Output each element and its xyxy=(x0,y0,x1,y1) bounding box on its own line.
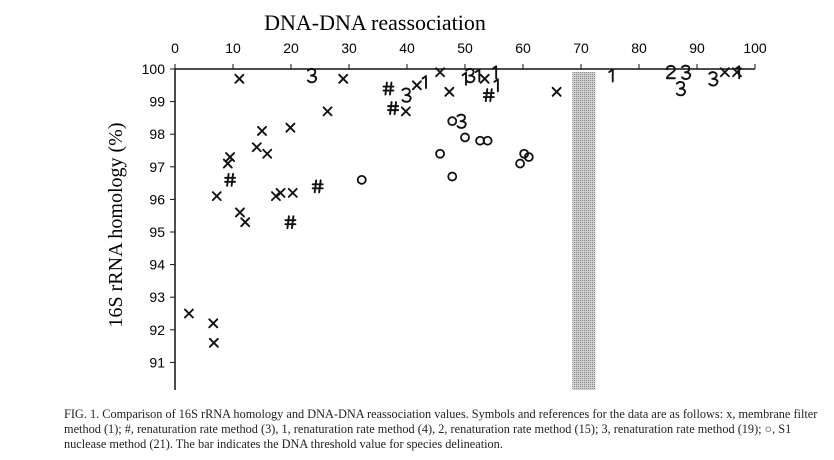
data-point-x xyxy=(444,86,455,97)
x-tick-label: 20 xyxy=(283,40,299,56)
data-point-x xyxy=(435,67,446,78)
data-point-x xyxy=(211,191,222,202)
data-point-circle xyxy=(482,135,493,146)
y-tick-label: 94 xyxy=(149,257,165,273)
y-tick-label: 99 xyxy=(149,94,165,110)
y-tick-label: 95 xyxy=(149,224,165,240)
data-point-x xyxy=(257,125,267,136)
data-point-circle xyxy=(356,174,367,185)
y-tick-label: 97 xyxy=(149,159,165,175)
x-tick-label: 70 xyxy=(573,40,589,56)
data-point-x xyxy=(275,187,286,198)
data-point-2 xyxy=(665,64,676,80)
data-point-x xyxy=(251,142,262,153)
figure-caption: FIG. 1. Comparison of 16S rRNA homology … xyxy=(64,407,818,451)
y-tick-label: 100 xyxy=(142,61,166,77)
chart-title: DNA-DNA reassociation xyxy=(264,10,486,35)
data-point-circle xyxy=(460,132,470,143)
data-point-x xyxy=(240,217,251,228)
x-tick-label: 30 xyxy=(341,40,357,56)
data-point-x xyxy=(322,106,333,117)
threshold-bar xyxy=(572,72,596,390)
data-point-x xyxy=(287,187,298,198)
x-tick-label: 60 xyxy=(515,40,531,56)
data-point-x xyxy=(183,308,194,319)
data-point-x xyxy=(400,106,411,117)
data-point-circle xyxy=(515,158,525,169)
y-tick-label: 98 xyxy=(149,126,165,142)
data-point-hash xyxy=(311,179,324,194)
data-point-3 xyxy=(465,68,476,84)
data-point-x xyxy=(270,191,281,202)
x-tick-label: 10 xyxy=(225,40,241,56)
data-point-hash xyxy=(482,88,495,103)
data-point-3 xyxy=(708,71,719,87)
data-point-1 xyxy=(608,68,614,83)
data-point-circle xyxy=(447,171,458,182)
data-point-1 xyxy=(493,78,499,93)
data-point-x xyxy=(411,80,422,91)
data-point-x xyxy=(234,73,245,84)
y-tick-label: 91 xyxy=(149,354,165,370)
y-tick-label: 96 xyxy=(149,191,165,207)
x-tick-label: 90 xyxy=(689,40,705,56)
data-point-x xyxy=(285,122,296,133)
data-point-circle xyxy=(523,152,534,162)
y-axis-label: 16S rRNA homology (%) xyxy=(105,123,127,328)
x-tick-label: 40 xyxy=(399,40,415,56)
x-tick-label: 50 xyxy=(457,40,473,56)
data-point-3 xyxy=(401,87,412,103)
data-point-x xyxy=(225,152,236,162)
data-point-x xyxy=(208,337,219,348)
data-point-3 xyxy=(306,68,318,84)
y-tick-label: 93 xyxy=(149,289,165,305)
y-tick-label: 92 xyxy=(149,322,165,338)
data-point-1 xyxy=(474,68,481,83)
data-point-circle xyxy=(435,148,445,159)
x-tick-label: 0 xyxy=(171,40,179,56)
data-point-hash xyxy=(387,101,400,116)
data-point-x xyxy=(719,67,730,78)
data-point-3 xyxy=(681,64,692,80)
data-point-1 xyxy=(421,75,427,89)
data-point-hash xyxy=(382,81,395,96)
data-point-x xyxy=(479,73,490,84)
data-point-1 xyxy=(734,65,741,80)
data-point-x xyxy=(208,318,219,329)
data-point-circle xyxy=(447,116,458,127)
x-tick-label: 80 xyxy=(631,40,647,56)
x-tick-label: 100 xyxy=(743,40,767,56)
data-point-1 xyxy=(491,65,498,80)
data-point-x xyxy=(262,148,273,159)
data-point-x xyxy=(338,73,349,84)
data-point-x xyxy=(222,158,233,169)
data-point-x xyxy=(235,207,245,218)
data-point-hash xyxy=(284,215,297,230)
data-point-3 xyxy=(456,113,467,129)
data-point-hash xyxy=(224,172,237,187)
data-point-3 xyxy=(675,81,686,97)
scatter-chart: DNA-DNA reassociation 16S rRNA homology … xyxy=(105,10,767,390)
data-point-1 xyxy=(461,71,467,86)
data-point-x xyxy=(551,86,562,97)
